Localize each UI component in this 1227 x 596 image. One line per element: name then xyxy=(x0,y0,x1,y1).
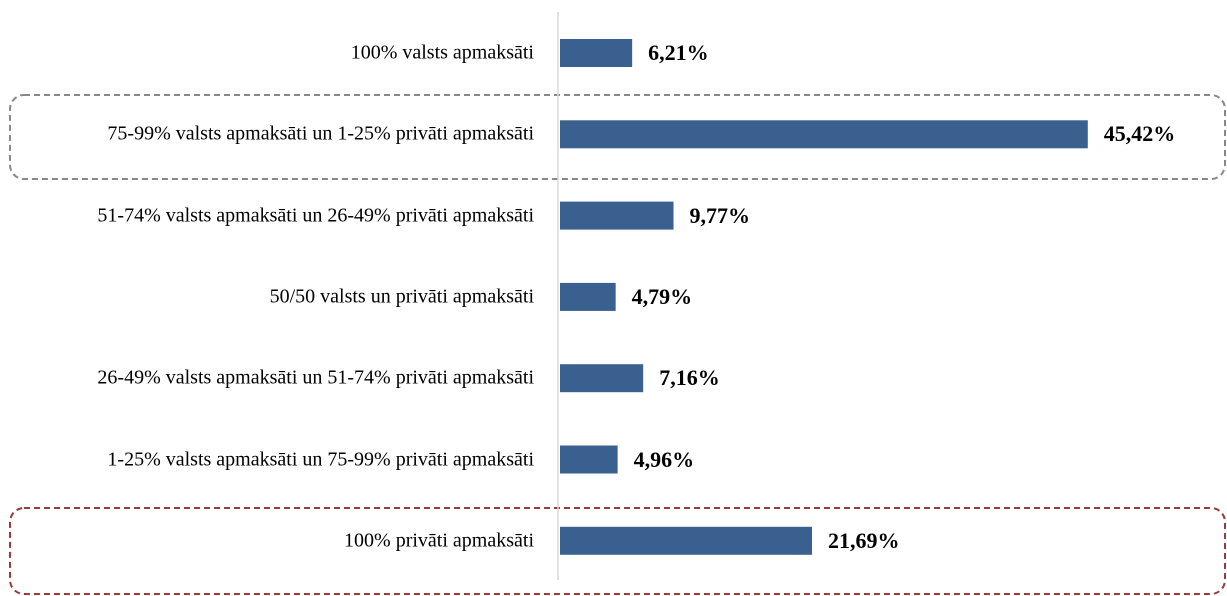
bar xyxy=(560,201,674,230)
bar xyxy=(560,120,1088,149)
category-label-box: 50/50 valsts un privāti apmaksāti xyxy=(30,284,534,309)
value-label: 9,77% xyxy=(689,202,751,228)
category-label: 75-99% valsts apmaksāti un 1-25% privāti… xyxy=(107,122,534,145)
value-label: 21,69% xyxy=(828,527,900,553)
category-label-box: 1-25% valsts apmaksāti un 75-99% privāti… xyxy=(30,447,534,472)
value-label: 6,21% xyxy=(648,40,709,65)
category-label: 26-49% valsts apmaksāti un 51-74% privāt… xyxy=(97,366,534,389)
category-label: 100% privāti apmaksāti xyxy=(344,529,534,552)
bar xyxy=(560,526,813,555)
category-label: 100% valsts apmaksāti xyxy=(350,41,534,64)
category-label: 50/50 valsts un privāti apmaksāti xyxy=(269,285,534,308)
bar xyxy=(560,364,644,393)
value-label: 45,42% xyxy=(1103,121,1176,147)
category-label-box: 100% valsts apmaksāti xyxy=(30,41,534,66)
category-label: 51-74% valsts apmaksāti un 26-49% privāt… xyxy=(97,204,534,227)
category-label-box: 75-99% valsts apmaksāti un 1-25% privāti… xyxy=(30,122,534,147)
category-label-box: 51-74% valsts apmaksāti un 26-49% privāt… xyxy=(30,203,534,228)
highlight-box xyxy=(9,507,1226,595)
value-label: 7,16% xyxy=(659,365,720,391)
bar xyxy=(560,282,616,311)
highlight-box xyxy=(9,94,1226,180)
category-label: 1-25% valsts apmaksāti un 75-99% privāti… xyxy=(107,448,534,470)
category-label-box: 26-49% valsts apmaksāti un 51-74% privāt… xyxy=(30,366,534,391)
bar xyxy=(560,39,633,67)
bar xyxy=(560,445,618,474)
value-label: 4,96% xyxy=(633,446,695,472)
category-label-box: 100% privāti apmaksāti xyxy=(30,528,534,553)
value-label: 4,79% xyxy=(631,283,693,309)
